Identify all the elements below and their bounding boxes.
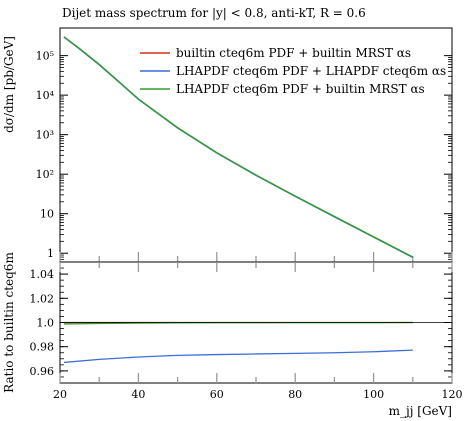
x-tick-label: 40 xyxy=(131,388,145,401)
x-tick-label: 80 xyxy=(288,388,302,401)
ratio-panel: 0.96 0.98 1.0 1.02 1.04 20 40 60 80 100 120 Ratio t… xyxy=(2,252,463,418)
main-y-minor-ticks xyxy=(60,57,452,263)
x-tick-label: 120 xyxy=(442,388,463,401)
ratio-y-tick-label: 1.02 xyxy=(30,292,55,305)
main-panel: 1 10 10² 10³ 10⁴ 10⁵ dσ/dm [pb/GeV] builtin cte… xyxy=(2,27,453,263)
legend-label-3: LHAPDF cteq6m PDF + builtin MRST αs xyxy=(176,82,425,96)
ratio-y-tick-label: 1.04 xyxy=(30,268,55,281)
main-y-tick-label: 10² xyxy=(36,168,54,181)
legend-label-1: builtin cteq6m PDF + builtin MRST αs xyxy=(176,46,411,60)
ratio-y-tick-label: 0.96 xyxy=(30,365,55,378)
ratio-series-line-2 xyxy=(63,349,413,364)
ratio-y-axis-label: Ratio to builtin cteq6m xyxy=(2,252,16,393)
main-y-axis-label: dσ/dm [pb/GeV] xyxy=(2,36,16,133)
main-y-tick-label: 10³ xyxy=(36,129,54,142)
legend: builtin cteq6m PDF + builtin MRST αs LHAP… xyxy=(140,46,446,96)
ratio-y-tick-label: 0.98 xyxy=(30,341,55,354)
legend-label-2: LHAPDF cteq6m PDF + LHAPDF cteq6m αs xyxy=(176,64,446,78)
x-tick-label: 100 xyxy=(363,388,384,401)
chart-title: Dijet mass spectrum for |y| < 0.8, anti-… xyxy=(62,6,366,20)
main-y-tick-label: 1 xyxy=(47,247,54,260)
main-y-tick-label: 10⁴ xyxy=(36,89,55,102)
main-y-tick-label: 10 xyxy=(40,208,54,221)
main-y-tick-label: 10⁵ xyxy=(36,50,54,63)
x-tick-label: 60 xyxy=(210,388,224,401)
x-axis-label: m_jj [GeV] xyxy=(389,404,452,418)
chart-title-group: Dijet mass spectrum for |y| < 0.8, anti-… xyxy=(62,6,366,20)
ratio-y-tick-label: 1.0 xyxy=(37,317,55,330)
x-tick-label: 20 xyxy=(53,388,67,401)
main-series-line-3 xyxy=(63,36,414,258)
